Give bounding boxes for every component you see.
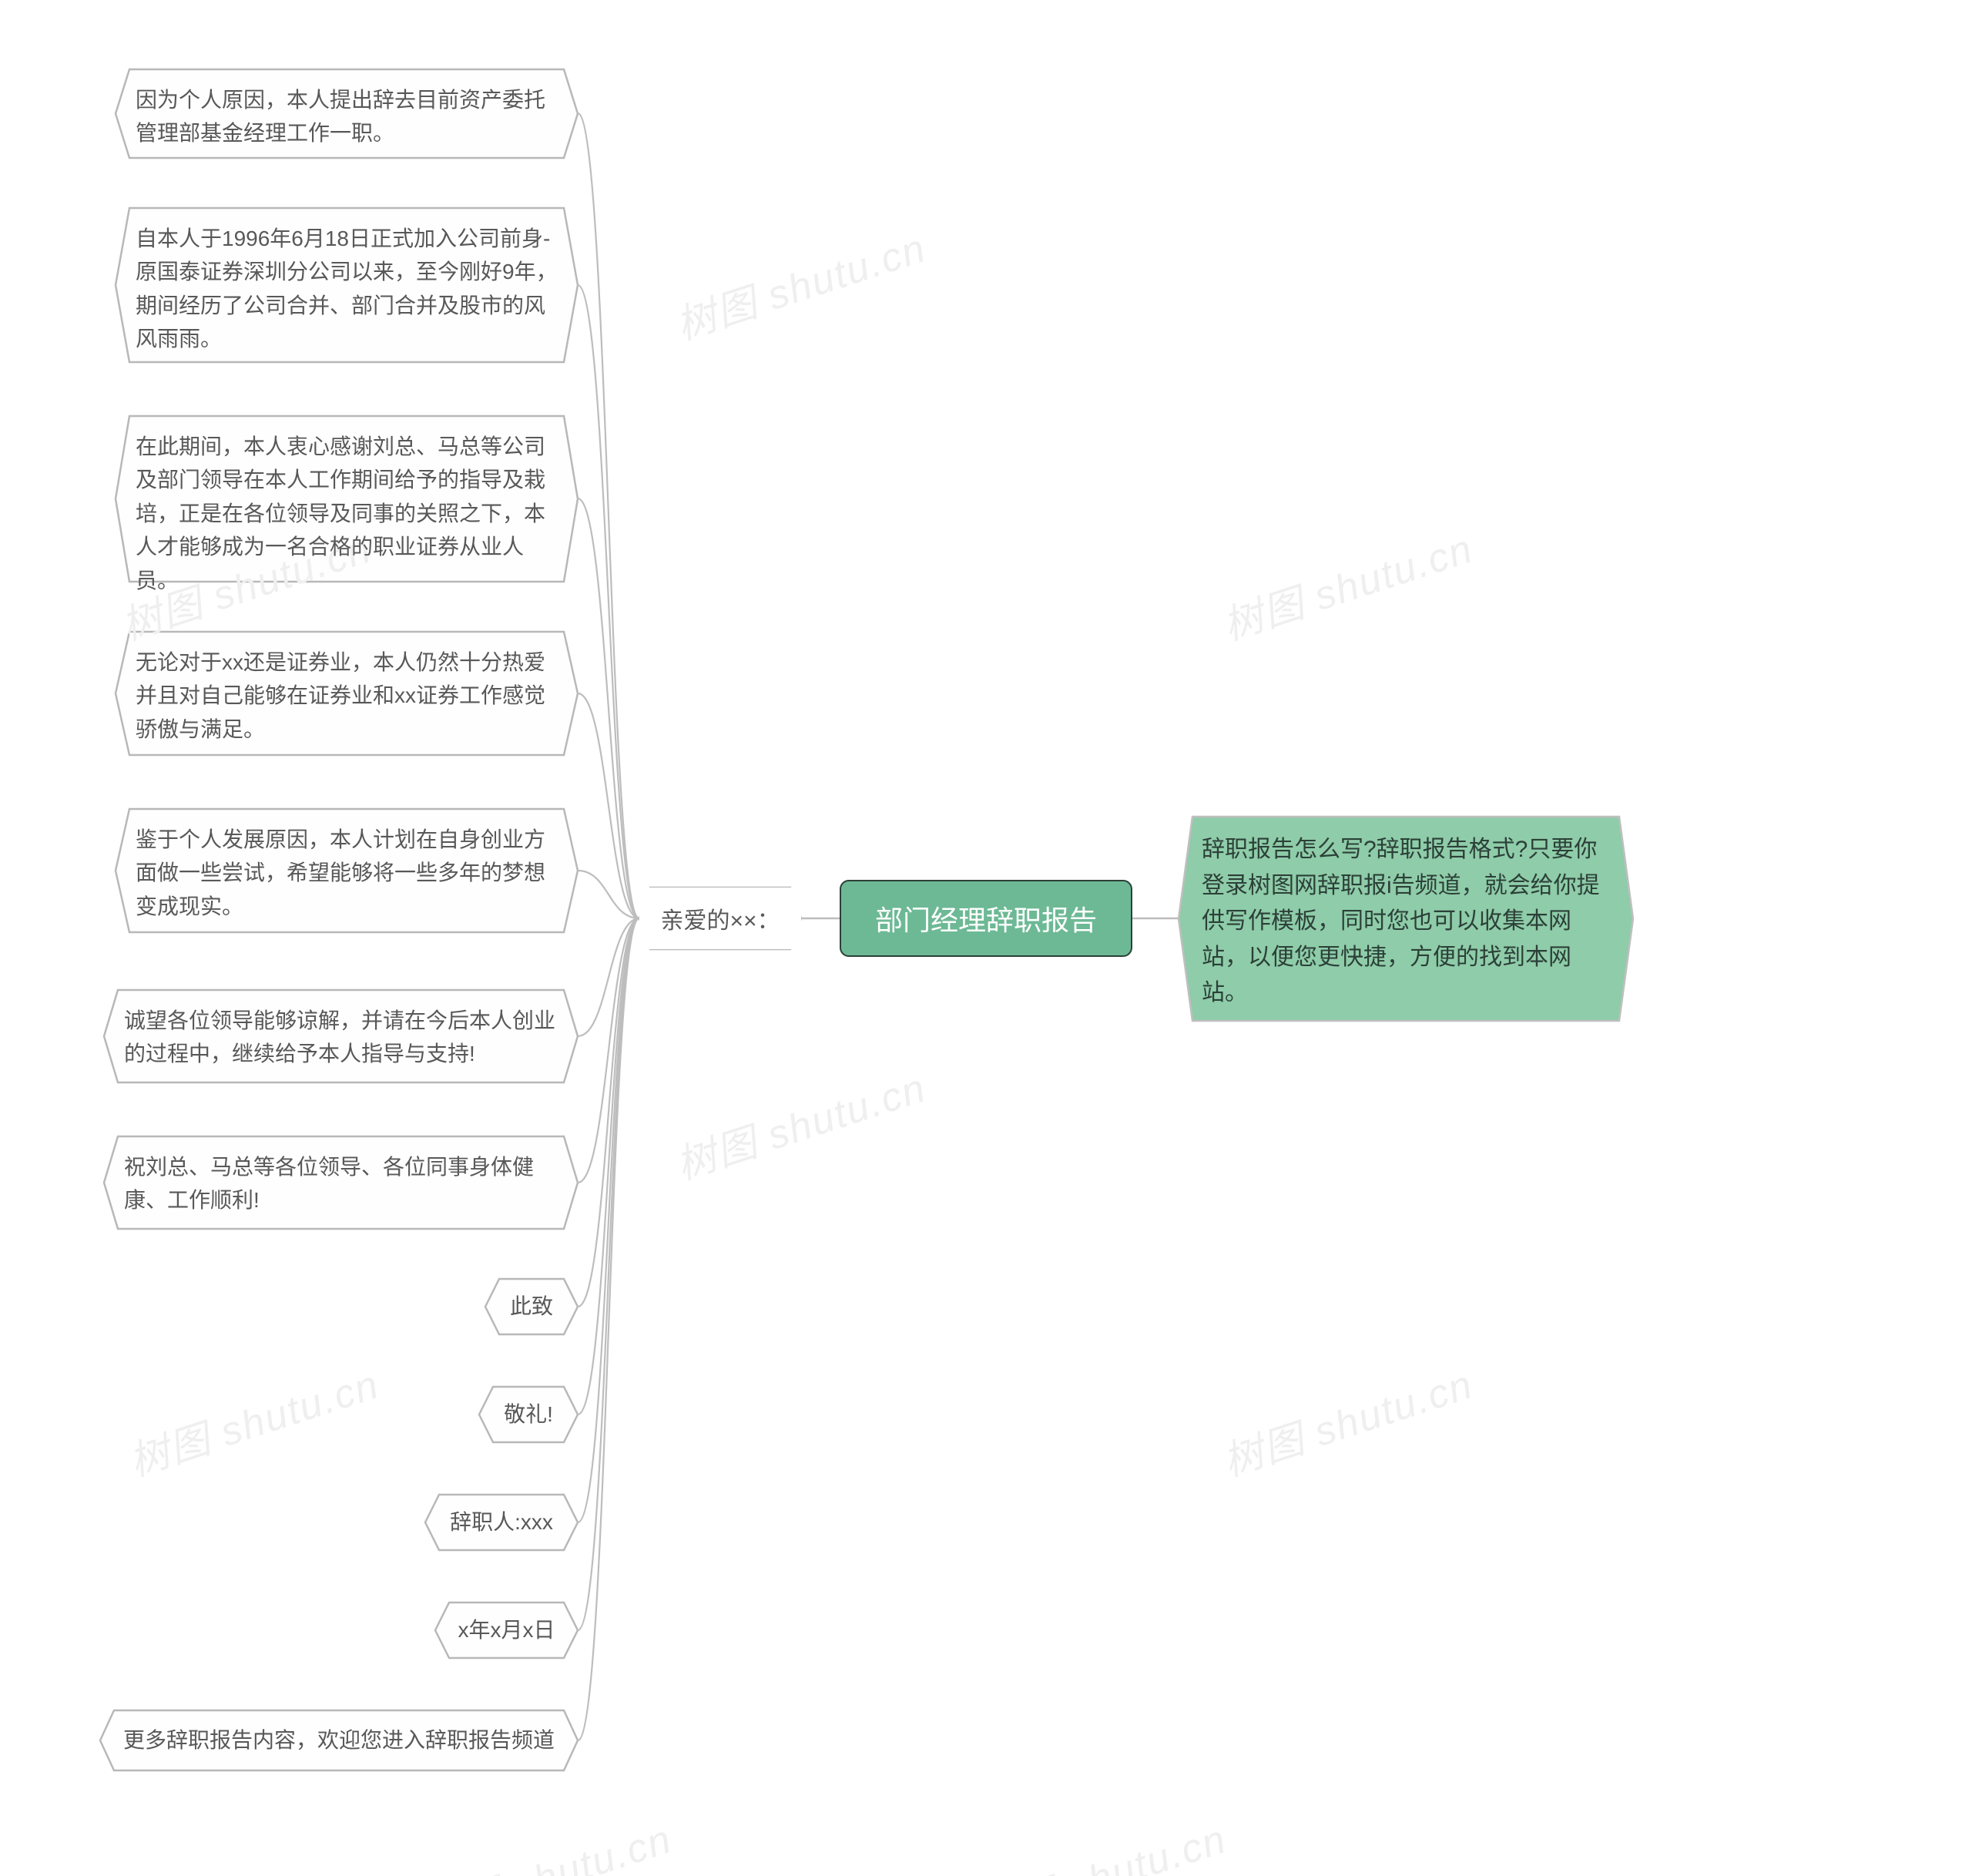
central-node[interactable]: 部门经理辞职报告: [840, 880, 1132, 957]
left-branch-node[interactable]: 亲爱的××：: [639, 888, 801, 949]
leaf-node[interactable]: 更多辞职报告内容，欢迎您进入辞职报告频道: [112, 1720, 565, 1761]
leaf-node[interactable]: 辞职人:xxx: [438, 1504, 565, 1541]
leaf-node[interactable]: 在此期间，本人衷心感谢刘总、马总等公司及部门领导在本人工作期间给予的指导及栽培，…: [136, 430, 558, 597]
leaf-node[interactable]: 无论对于xx还是证券业，本人仍然十分热爱并且对自己能够在证券业和xx证券工作感觉…: [136, 646, 558, 746]
leaf-node[interactable]: 敬礼!: [491, 1396, 565, 1433]
leaf-node[interactable]: x年x月x日: [448, 1612, 565, 1649]
watermark: 树图 shutu.cn: [1215, 516, 1480, 651]
left-branch-label: 亲爱的××：: [660, 901, 780, 935]
leaf-node[interactable]: 诚望各位领导能够谅解，并请在今后本人创业的过程中，继续给予本人指导与支持!: [124, 1004, 558, 1071]
leaf-node[interactable]: 此致: [498, 1288, 565, 1325]
leaf-text: 因为个人原因，本人提出辞去目前资产委托管理部基金经理工作一职。: [136, 88, 545, 145]
leaf-text: 鉴于个人发展原因，本人计划在自身创业方面做一些尝试，希望能够将一些多年的梦想变成…: [136, 827, 545, 918]
leaf-node[interactable]: 鉴于个人发展原因，本人计划在自身创业方面做一些尝试，希望能够将一些多年的梦想变成…: [136, 823, 558, 923]
leaf-text: x年x月x日: [458, 1613, 555, 1646]
right-summary-node[interactable]: 辞职报告怎么写?辞职报告格式?只要你登录树图网辞职报i告频道，就会给你提供写作模…: [1202, 832, 1610, 1005]
leaf-text: 无论对于xx还是证券业，本人仍然十分热爱并且对自己能够在证券业和xx证券工作感觉…: [136, 650, 545, 741]
leaf-node[interactable]: 因为个人原因，本人提出辞去目前资产委托管理部基金经理工作一职。: [136, 83, 558, 150]
watermark: 树图 shutu.cn: [668, 216, 933, 351]
watermark: 树图 shutu.cn: [1215, 1352, 1480, 1487]
leaf-text: 在此期间，本人衷心感谢刘总、马总等公司及部门领导在本人工作期间给予的指导及栽培，…: [136, 435, 545, 592]
leaf-text: 诚望各位领导能够谅解，并请在今后本人创业的过程中，继续给予本人指导与支持!: [124, 1008, 555, 1066]
watermark: 树图 shutu.cn: [668, 1055, 933, 1190]
leaf-text: 更多辞职报告内容，欢迎您进入辞职报告频道: [123, 1723, 555, 1757]
leaf-text: 祝刘总、马总等各位领导、各位同事身体健康、工作顺利!: [124, 1155, 534, 1212]
central-label: 部门经理辞职报告: [875, 898, 1097, 938]
right-summary-text: 辞职报告怎么写?辞职报告格式?只要你登录树图网辞职报i告频道，就会给你提供写作模…: [1202, 837, 1600, 1005]
leaf-text: 此致: [510, 1290, 553, 1323]
leaf-text: 敬礼!: [504, 1398, 553, 1431]
leaf-text: 辞职人:xxx: [450, 1505, 553, 1539]
leaf-node[interactable]: 自本人于1996年6月18日正式加入公司前身-原国泰证券深圳分公司以来，至今刚好…: [136, 222, 558, 356]
leaf-text: 自本人于1996年6月18日正式加入公司前身-原国泰证券深圳分公司以来，至今刚好…: [136, 227, 558, 351]
watermark: 树图 shutu.cn: [414, 1807, 679, 1876]
watermark: 树图 shutu.cn: [121, 1352, 386, 1487]
watermark: 树图 shutu.cn: [968, 1807, 1233, 1876]
mindmap-canvas: 树图 shutu.cn 树图 shutu.cn 树图 shutu.cn 树图 shut…: [0, 0, 1972, 1876]
leaf-node[interactable]: 祝刘总、马总等各位领导、各位同事身体健康、工作顺利!: [124, 1150, 558, 1217]
